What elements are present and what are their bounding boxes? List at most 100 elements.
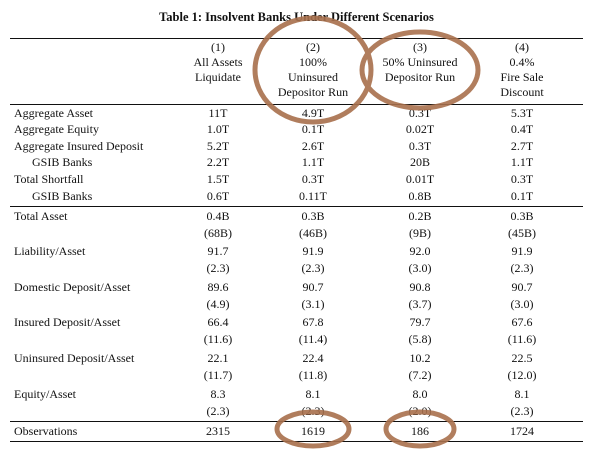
cell: 5.3T: [510, 106, 534, 120]
cell: 0.3B: [510, 209, 534, 223]
cell: 67.6: [511, 315, 533, 329]
cell: 91.9: [511, 244, 533, 258]
highlight-ellipse: [359, 29, 481, 111]
cell-std: (2.3): [206, 261, 230, 275]
cell: 66.4: [207, 315, 229, 329]
row-label: Total Asset: [14, 209, 68, 223]
cell: 0.3B: [301, 209, 325, 223]
cell: 1724: [510, 424, 534, 438]
row-label: Observations: [14, 424, 78, 438]
cell: 20B: [409, 155, 431, 169]
cell-std: (3.0): [510, 297, 534, 311]
cell: 1.0T: [206, 122, 230, 136]
cell-std: (3.0): [408, 261, 432, 275]
cell-std: (11.6): [507, 332, 537, 346]
cell: 22.4: [302, 351, 324, 365]
column-header: 50% Uninsured: [382, 55, 458, 69]
cell-std: (5.8): [408, 332, 432, 346]
row-label: Domestic Deposit/Asset: [14, 280, 131, 294]
column-header: Depositor Run: [277, 85, 349, 99]
cell-std: (9B): [409, 226, 431, 240]
cell: 0.01T: [405, 172, 435, 186]
cell-std: (11.7): [203, 368, 233, 382]
cell-std: (7.2): [408, 368, 432, 382]
row-label: GSIB Banks: [32, 155, 93, 169]
row-label: Aggregate Equity: [14, 122, 99, 136]
cell: 8.1: [305, 387, 321, 401]
column-header: Liquidate: [195, 70, 241, 84]
cell: 92.0: [409, 244, 431, 258]
cell: 22.5: [511, 351, 533, 365]
cell-std: (4.9): [206, 297, 230, 311]
column-header: Discount: [500, 85, 544, 99]
cell-std: (2.3): [510, 261, 534, 275]
cell: 67.8: [302, 315, 324, 329]
cell: 4.9T: [301, 106, 325, 120]
cell: 0.11T: [299, 189, 327, 203]
column-header: 100%: [299, 55, 327, 69]
cell-std: (2.3): [301, 261, 325, 275]
cell: 0.8B: [408, 189, 432, 203]
cell-std: (68B): [204, 226, 232, 240]
cell: 90.7: [511, 280, 533, 294]
row-label: Aggregate Insured Deposit: [14, 139, 144, 153]
cell-std: (2.3): [510, 404, 534, 418]
cell: 91.7: [207, 244, 229, 258]
cell-std: (11.4): [298, 332, 328, 346]
cell-std: (12.0): [507, 368, 537, 382]
cell: 90.7: [302, 280, 324, 294]
row-label: Insured Deposit/Asset: [14, 315, 121, 329]
cell: 2.7T: [510, 139, 534, 153]
cell-std: (11.6): [203, 332, 233, 346]
column-header: (3): [413, 40, 427, 54]
row-label: Aggregate Asset: [14, 106, 93, 120]
cell: 2.6T: [301, 139, 325, 153]
cell-std: (3.7): [408, 297, 432, 311]
column-header: All Assets: [193, 55, 243, 69]
cell: 0.6T: [206, 189, 230, 203]
cell-std: (3.1): [301, 297, 325, 311]
cell: 11T: [208, 106, 228, 120]
cell: 90.8: [409, 280, 431, 294]
cell: 8.0: [412, 387, 428, 401]
row-label: Equity/Asset: [14, 387, 76, 401]
cell: 0.2B: [408, 209, 432, 223]
cell: 186: [411, 424, 429, 438]
cell-std: (46B): [299, 226, 327, 240]
cell: 2315: [206, 424, 230, 438]
cell: 0.3T: [301, 172, 325, 186]
row-label: Total Shortfall: [14, 172, 84, 186]
cell: 1619: [301, 424, 325, 438]
column-header: 0.4%: [509, 55, 535, 69]
column-header: (2): [306, 40, 320, 54]
column-header: (4): [515, 40, 529, 54]
cell: 0.3T: [408, 139, 432, 153]
cell-std: (11.8): [298, 368, 328, 382]
cell: 0.4B: [206, 209, 230, 223]
cell: 8.3: [210, 387, 226, 401]
cell: 8.1: [514, 387, 530, 401]
cell: 91.9: [302, 244, 324, 258]
cell: 2.2T: [206, 155, 230, 169]
cell: 0.4T: [510, 122, 534, 136]
cell-std: (2.3): [206, 404, 230, 418]
column-header: Fire Sale: [500, 70, 544, 84]
highlight-ellipse: [252, 15, 374, 125]
cell: 1.5T: [206, 172, 230, 186]
cell: 22.1: [207, 351, 229, 365]
highlight-ellipse: [274, 409, 352, 449]
cell: 89.6: [207, 280, 229, 294]
row-label: Uninsured Deposit/Asset: [14, 351, 135, 365]
column-header: Depositor Run: [384, 70, 456, 84]
column-header: (1): [211, 40, 225, 54]
row-label: Liability/Asset: [14, 244, 86, 258]
table-title: Table 1: Insolvent Banks Under Different…: [159, 10, 434, 24]
row-label: GSIB Banks: [32, 189, 93, 203]
cell: 0.1T: [301, 122, 325, 136]
cell: 0.02T: [405, 122, 435, 136]
cell: 0.3T: [510, 172, 534, 186]
highlight-ellipse: [383, 409, 457, 449]
cell-std: (45B): [508, 226, 536, 240]
